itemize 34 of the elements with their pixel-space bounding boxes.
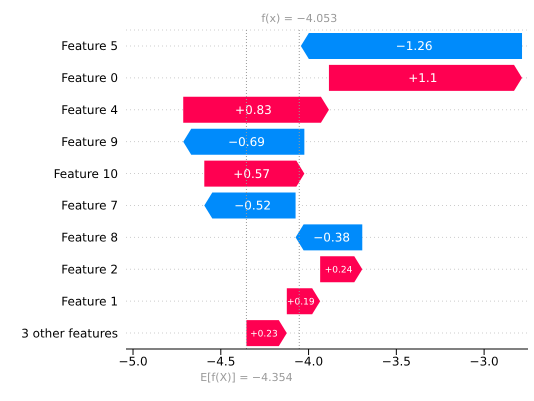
x-tick-label: −5.0 [118,354,148,369]
x-tick-label: −4.5 [206,354,236,369]
y-tick-label: 3 other features [21,326,118,340]
y-tick-label: Feature 4 [61,103,118,118]
y-tick-label: Feature 8 [61,230,118,245]
data-label: +0.57 [233,166,270,181]
data-label: −0.69 [228,134,265,149]
x-tick-label: −4.0 [294,354,324,369]
y-tick-label: Feature 10 [54,166,118,181]
data-label: +0.23 [250,329,278,340]
bar [204,192,296,218]
y-tick-label: Feature 1 [61,294,118,308]
y-tick-label: Feature 7 [61,198,118,213]
bar [300,33,522,59]
data-label: +0.24 [324,265,353,276]
bar [183,96,329,123]
data-label: +1.1 [408,71,438,86]
bar [296,224,362,250]
data-label: −0.52 [234,198,271,213]
x-tick-label: −3.5 [382,354,411,369]
ref-line-label: f(x) = −4.053 [261,12,338,25]
x-tick-label: −3.0 [470,354,499,369]
bar [204,160,304,187]
bar [328,64,522,91]
y-tick-label: Feature 2 [61,262,118,277]
data-label: −1.26 [396,39,432,54]
y-tick-label: Feature 9 [61,134,118,149]
ref-line-label: E[f(X)] = −4.354 [200,371,293,384]
data-label: +0.19 [287,297,315,308]
bar [183,128,304,155]
y-tick-label: Feature 5 [61,39,118,54]
y-tick-label: Feature 0 [61,71,118,86]
data-label: +0.83 [235,103,272,117]
data-label: −0.38 [313,230,350,245]
